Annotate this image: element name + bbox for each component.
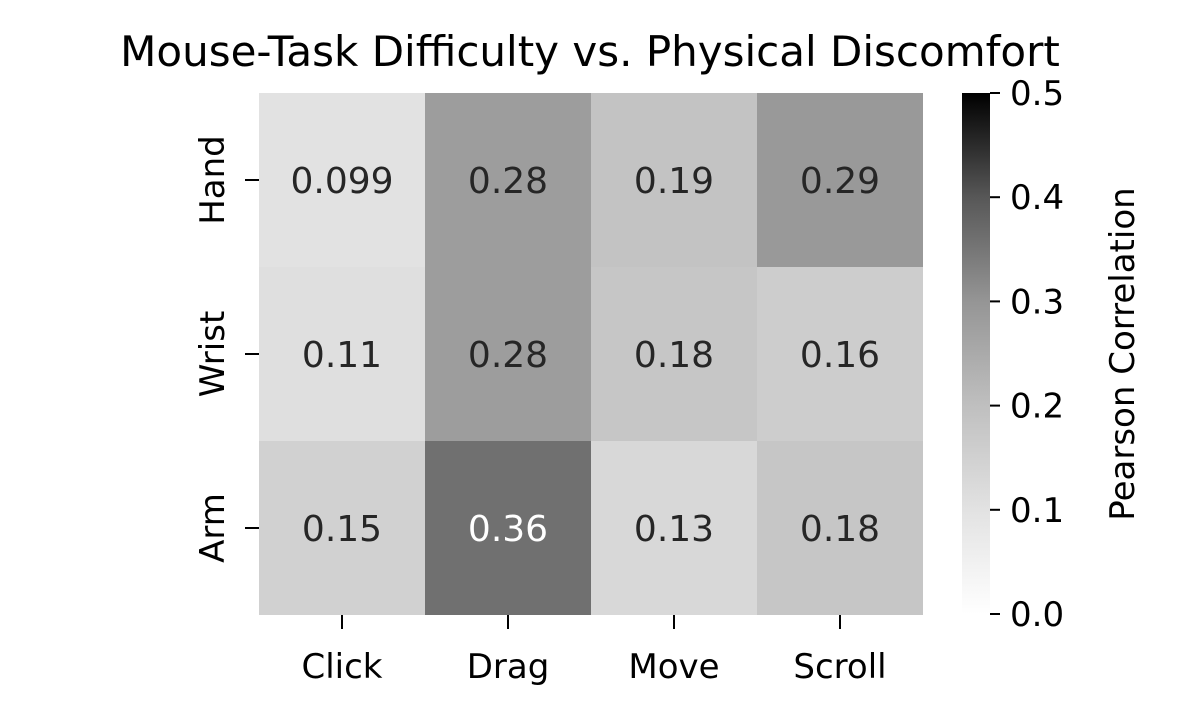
colorbar-ticks: 0.0 0.1 0.2 0.3 0.4 0.5 bbox=[990, 74, 1064, 635]
x-tick-label: Drag bbox=[467, 647, 550, 687]
heatmap-cell bbox=[591, 441, 757, 615]
y-axis: Hand Wrist Arm bbox=[193, 135, 259, 563]
chart-title: Mouse-Task Difficulty vs. Physical Disco… bbox=[120, 27, 1060, 76]
x-tick-label: Click bbox=[301, 647, 382, 687]
heatmap-cell bbox=[757, 93, 923, 267]
heatmap-cell bbox=[425, 267, 591, 441]
colorbar-label: Pearson Correlation bbox=[1103, 187, 1143, 520]
y-tick-label: Hand bbox=[193, 135, 233, 225]
heatmap-cell bbox=[757, 441, 923, 615]
colorbar-tick-label: 0.1 bbox=[1010, 491, 1064, 531]
heatmap-cell bbox=[425, 441, 591, 615]
heatmap-cell bbox=[757, 267, 923, 441]
heatmap-cell bbox=[259, 267, 425, 441]
cell-value-label: 0.099 bbox=[290, 161, 393, 202]
cell-value-label: 0.16 bbox=[800, 335, 880, 376]
x-tick-label: Move bbox=[628, 647, 719, 687]
x-tick-label: Scroll bbox=[793, 647, 886, 687]
cell-value-label: 0.28 bbox=[468, 335, 548, 376]
cell-value-label: 0.18 bbox=[800, 509, 880, 550]
cell-value-label: 0.11 bbox=[302, 335, 382, 376]
colorbar-tick-label: 0.5 bbox=[1010, 74, 1064, 114]
heatmap-cell bbox=[259, 441, 425, 615]
cell-value-label: 0.29 bbox=[800, 161, 880, 202]
colorbar-tick-label: 0.3 bbox=[1010, 282, 1064, 322]
heatmap-cell bbox=[425, 93, 591, 267]
colorbar-tick-label: 0.4 bbox=[1010, 178, 1064, 218]
x-axis: Click Drag Move Scroll bbox=[301, 615, 887, 687]
cell-value-label: 0.28 bbox=[468, 161, 548, 202]
heatmap-cell bbox=[259, 93, 425, 267]
colorbar bbox=[962, 93, 990, 614]
colorbar-tick-label: 0.2 bbox=[1010, 387, 1064, 427]
cell-value-label: 0.36 bbox=[468, 509, 548, 550]
cell-value-label: 0.19 bbox=[634, 161, 714, 202]
heatmap-cell bbox=[591, 267, 757, 441]
y-tick-label: Wrist bbox=[193, 311, 233, 398]
colorbar-tick-label: 0.0 bbox=[1010, 595, 1064, 635]
cell-value-label: 0.18 bbox=[634, 335, 714, 376]
heatmap-cell bbox=[591, 93, 757, 267]
y-tick-label: Arm bbox=[193, 493, 233, 563]
cell-value-label: 0.13 bbox=[634, 509, 714, 550]
cell-value-label: 0.15 bbox=[302, 509, 382, 550]
heatmap-cells: 0.099 0.28 0.19 0.29 0.11 0.28 0.18 0.16 0.15 0.3… bbox=[259, 93, 923, 615]
